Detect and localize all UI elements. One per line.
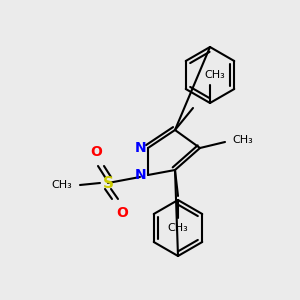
Text: CH₃: CH₃: [232, 135, 254, 145]
Text: N: N: [135, 141, 147, 155]
Text: O: O: [116, 206, 128, 220]
Text: O: O: [90, 145, 102, 159]
Text: CH₃: CH₃: [168, 223, 188, 233]
Text: N: N: [135, 168, 147, 182]
Text: CH₃: CH₃: [205, 70, 225, 80]
Text: CH₃: CH₃: [52, 180, 72, 190]
Text: S: S: [103, 176, 113, 190]
